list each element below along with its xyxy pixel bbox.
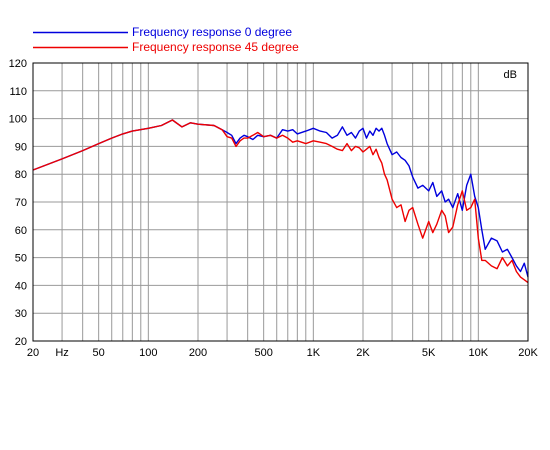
series-layer [32, 119, 529, 284]
x-tick-label: 50 [93, 347, 105, 359]
x-tick-label: 5K [422, 347, 436, 359]
x-tick-label: 2K [356, 347, 370, 359]
legend-label-1: Frequency response 45 degree [132, 40, 299, 54]
y-tick-label: 30 [15, 308, 27, 320]
y-tick-label: 120 [9, 58, 27, 70]
x-tick-label: 1K [307, 347, 321, 359]
x-tick-label: 100 [139, 347, 157, 359]
plot-frame [32, 62, 529, 342]
y-tick-label: 40 [15, 280, 27, 292]
y-tick-label: 50 [15, 253, 27, 265]
y-tick-label: 60 [15, 225, 27, 237]
x-tick-label: 500 [254, 347, 272, 359]
y-tick-label: 80 [15, 169, 27, 181]
x-tick-label: 10K [469, 347, 489, 359]
y-tick-label: 90 [15, 141, 27, 153]
x-tick-label: 20 [27, 347, 39, 359]
y-tick-label: 100 [9, 114, 27, 126]
y-tick-label: 110 [9, 86, 27, 98]
series-line-1 [32, 119, 529, 284]
y-tick-label: 20 [15, 336, 27, 348]
y-axis-label: dB [504, 69, 517, 81]
grid-layer [33, 63, 528, 341]
legend-label-0: Frequency response 0 degree [132, 25, 292, 39]
tick-label-layer: 20 30 40 50 60 70 80 90 100 110 120 20 Hz 50 100 200 500… [9, 58, 539, 359]
x-tick-label: Hz [55, 347, 68, 359]
x-tick-label: 20K [518, 347, 538, 359]
x-tick-label: 200 [189, 347, 207, 359]
y-tick-label: 70 [15, 197, 27, 209]
